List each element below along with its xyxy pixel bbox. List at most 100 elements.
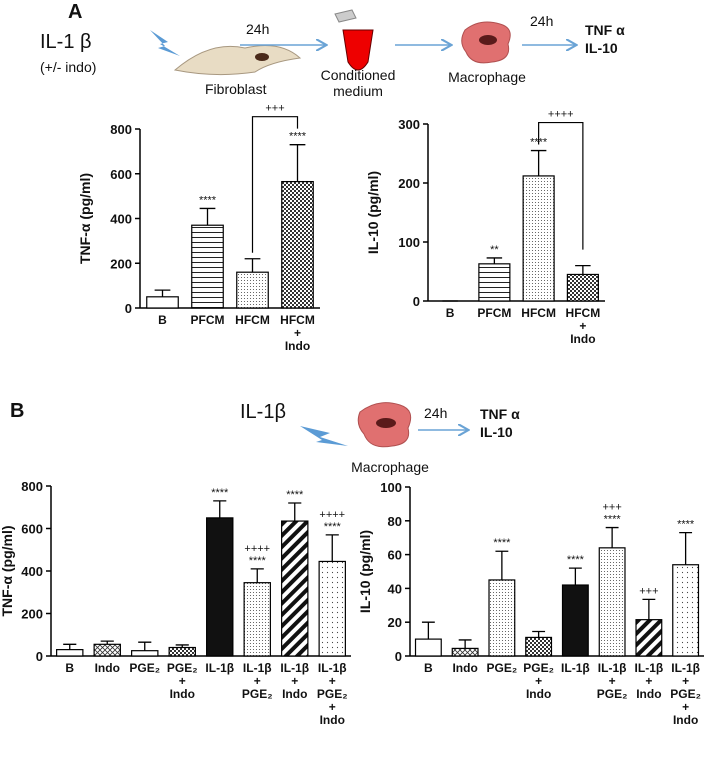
x-tick-line: + xyxy=(329,674,336,688)
y-tick-label: 40 xyxy=(388,581,402,596)
nucleus xyxy=(479,35,497,45)
readout: TNF α xyxy=(480,406,520,422)
error-bar xyxy=(679,531,693,565)
x-tick-label: IL-1β + PGE₂ xyxy=(597,661,628,701)
x-tick-line: Indo xyxy=(282,687,307,701)
bar-chart: 0 20 40 60 80 100 IL-10 (pg/ml) B Indo PGE₂ **** PG… xyxy=(357,480,704,727)
x-tick-label: IL-1β + PGE₂ + Indo xyxy=(670,661,701,727)
x-tick-line: + xyxy=(254,674,261,688)
bar xyxy=(206,517,234,657)
bar xyxy=(56,649,84,657)
y-axis-label: TNF-α (pg/ml) xyxy=(77,173,93,264)
x-tick-label: Indo xyxy=(452,661,477,675)
medium-label: Conditioned xyxy=(321,67,396,83)
y-axis-label: IL-10 (pg/ml) xyxy=(365,171,381,254)
x-tick-line: HFCM xyxy=(566,306,601,320)
significance: **** xyxy=(324,521,342,533)
time-label: 24h xyxy=(246,21,269,37)
error-bar xyxy=(244,258,261,273)
error-bar xyxy=(530,149,547,176)
error-bar xyxy=(642,598,656,620)
x-tick-line: Indo xyxy=(452,661,477,675)
pipette xyxy=(334,9,357,23)
x-tick-line: IL-1β xyxy=(280,661,309,675)
x-tick-line: Indo xyxy=(320,713,345,727)
error-bar xyxy=(138,641,152,651)
significance: ++++ xyxy=(319,509,345,521)
y-tick-label: 100 xyxy=(398,235,420,250)
bar xyxy=(281,180,314,309)
y-tick-label: 600 xyxy=(21,522,43,537)
bar xyxy=(93,643,121,657)
stimulus: IL-1β xyxy=(240,401,286,423)
nucleus xyxy=(255,53,269,61)
y-tick-label: 200 xyxy=(110,256,132,271)
x-tick-line: PGE₂ xyxy=(317,687,348,701)
x-tick-label: PGE₂ xyxy=(129,661,160,675)
x-tick-line: HFCM xyxy=(521,306,556,320)
error-bar xyxy=(421,621,435,640)
y-tick-label: 600 xyxy=(110,167,132,182)
x-tick-line: PFCM xyxy=(477,306,511,320)
error-bar xyxy=(532,630,546,638)
significance: **** xyxy=(567,554,585,566)
bar xyxy=(236,271,269,309)
x-tick-line: + xyxy=(535,674,542,688)
y-tick-label: 100 xyxy=(380,480,402,495)
fibroblast xyxy=(173,45,302,76)
x-tick-label: IL-1β + Indo xyxy=(635,661,664,701)
x-tick-line: HFCM xyxy=(235,313,270,327)
y-tick-label: 80 xyxy=(388,514,402,529)
error-bar xyxy=(495,550,509,580)
significance: **** xyxy=(289,131,307,143)
significance: **** xyxy=(677,519,695,531)
y-tick-label: 400 xyxy=(110,212,132,227)
error-bar xyxy=(325,534,339,562)
y-tick-label: 800 xyxy=(21,479,43,494)
readout: TNF α xyxy=(585,22,625,38)
bar xyxy=(522,175,555,302)
x-tick-label: IL-1β xyxy=(561,661,590,675)
x-tick-line: Indo xyxy=(170,687,195,701)
x-tick-line: IL-1β xyxy=(205,661,234,675)
x-tick-line: B xyxy=(424,661,433,675)
x-tick-line: PGE₂ xyxy=(167,661,198,675)
y-tick-label: 200 xyxy=(21,607,43,622)
lightning xyxy=(150,30,180,56)
bar xyxy=(318,560,346,657)
y-tick-label: 0 xyxy=(413,294,420,309)
bracket-label: +++ xyxy=(265,103,284,115)
x-tick-label: PGE₂ + Indo xyxy=(523,661,554,701)
y-tick-label: 0 xyxy=(125,301,132,316)
bar xyxy=(451,647,479,657)
x-tick-line: IL-1β xyxy=(635,661,664,675)
significance: **** xyxy=(199,194,217,206)
x-tick-line: + xyxy=(645,674,652,688)
y-tick-label: 0 xyxy=(395,649,402,664)
medium-label: medium xyxy=(333,83,383,99)
significance: **** xyxy=(493,537,511,549)
y-tick-label: 800 xyxy=(110,122,132,137)
significance: **** xyxy=(211,487,229,499)
bar xyxy=(243,582,271,657)
y-tick-label: 60 xyxy=(388,548,402,563)
bar xyxy=(131,650,159,657)
significance: +++ xyxy=(639,585,658,597)
x-tick-label: HFCM + Indo xyxy=(280,313,315,353)
error-bar xyxy=(175,644,189,648)
lightning xyxy=(300,426,348,446)
x-tick-label: PFCM xyxy=(477,306,511,320)
schematic-b: B IL-1β Macrophage 24h TNF α IL-10 xyxy=(10,400,520,475)
x-tick-label: B xyxy=(65,661,74,675)
x-tick-label: B xyxy=(158,313,167,327)
x-tick-line: B xyxy=(446,306,455,320)
x-tick-line: PGE₂ xyxy=(242,687,273,701)
significance: **** xyxy=(286,489,304,501)
x-tick-label: IL-1β + PGE₂ xyxy=(242,661,273,701)
y-axis-label: TNF-α (pg/ml) xyxy=(0,525,15,616)
bracket xyxy=(251,116,299,253)
x-tick-line: + xyxy=(329,700,336,714)
error-bar xyxy=(486,257,503,264)
